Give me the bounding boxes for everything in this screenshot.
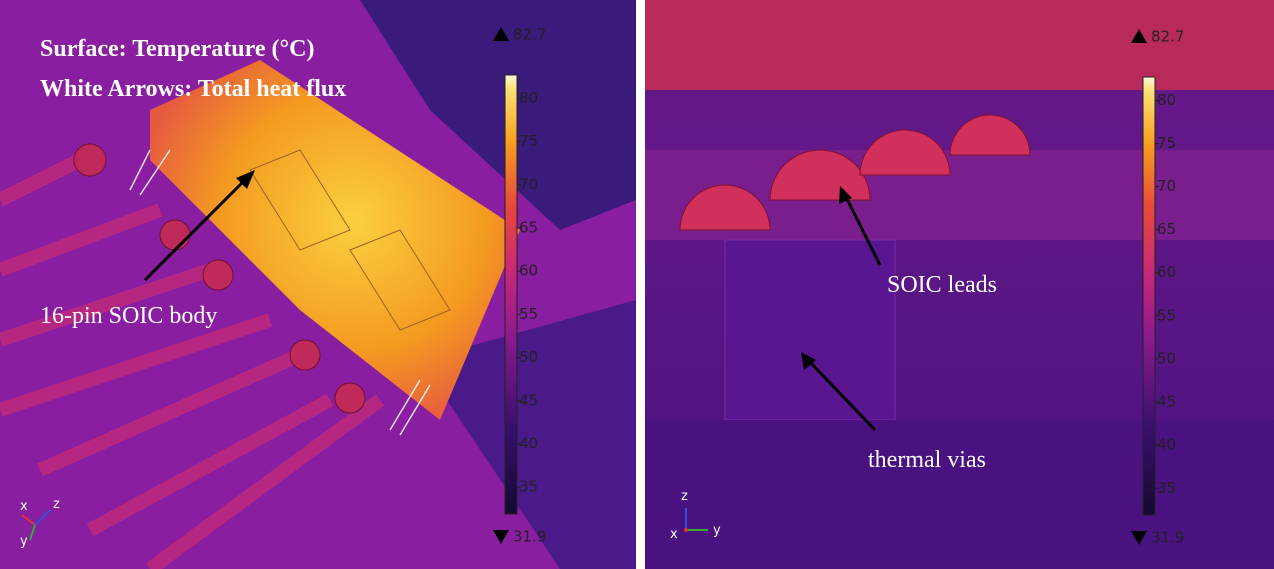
colorbar-tick-label: 70	[1157, 177, 1176, 195]
title-line: Surface: Temperature (°C)	[40, 36, 314, 62]
title-line: White Arrows: Total heat flux	[40, 76, 346, 102]
colorbar-tick-label: 60	[1157, 263, 1176, 281]
axis-label: x	[670, 527, 678, 542]
annotation: SOIC leads	[887, 272, 997, 298]
colorbar-tick-label: 40	[1157, 436, 1176, 454]
colorbar-tick-label: 55	[519, 305, 538, 323]
min-label: 31.9	[1151, 529, 1184, 547]
axis-label: y	[713, 523, 721, 538]
colorbar-tick-label: 50	[1157, 349, 1176, 367]
axis-label: z	[53, 497, 60, 512]
colorbar-tick-label: 60	[519, 262, 538, 280]
axis-label: x	[20, 499, 28, 514]
colorbar-gradient	[1143, 77, 1155, 515]
colorbar-tick-label: 65	[519, 218, 538, 236]
colorbar-tick-label: 35	[519, 478, 538, 496]
min-label: 31.9	[513, 528, 546, 546]
colorbar-tick-label: 45	[1157, 393, 1176, 411]
colorbar-tick-label: 55	[1157, 306, 1176, 324]
axis-label: z	[681, 489, 688, 504]
axis-label: y	[20, 534, 28, 549]
annotation: 16-pin SOIC body	[40, 303, 217, 329]
colorbar-tick-label: 75	[1157, 134, 1176, 152]
colorbar-tick-label: 40	[519, 435, 538, 453]
colorbar-tick-label: 50	[519, 348, 538, 366]
divider	[636, 0, 645, 569]
max-label: 82.7	[1151, 28, 1184, 46]
colorbar-tick-label: 35	[1157, 479, 1176, 497]
colorbar-tick-label: 65	[1157, 220, 1176, 238]
colorbar-tick-label: 45	[519, 391, 538, 409]
max-label: 82.7	[513, 26, 546, 44]
colorbar-tick-label: 80	[519, 89, 538, 107]
colorbar-tick-label: 75	[519, 132, 538, 150]
annotation: thermal vias	[868, 447, 986, 473]
figure: Surface: Temperature (°C) White Arrows: …	[0, 0, 1274, 569]
colorbar-tick-label: 80	[1157, 91, 1176, 109]
colorbar-gradient	[505, 75, 517, 514]
colorbar-tick-label: 70	[519, 175, 538, 193]
